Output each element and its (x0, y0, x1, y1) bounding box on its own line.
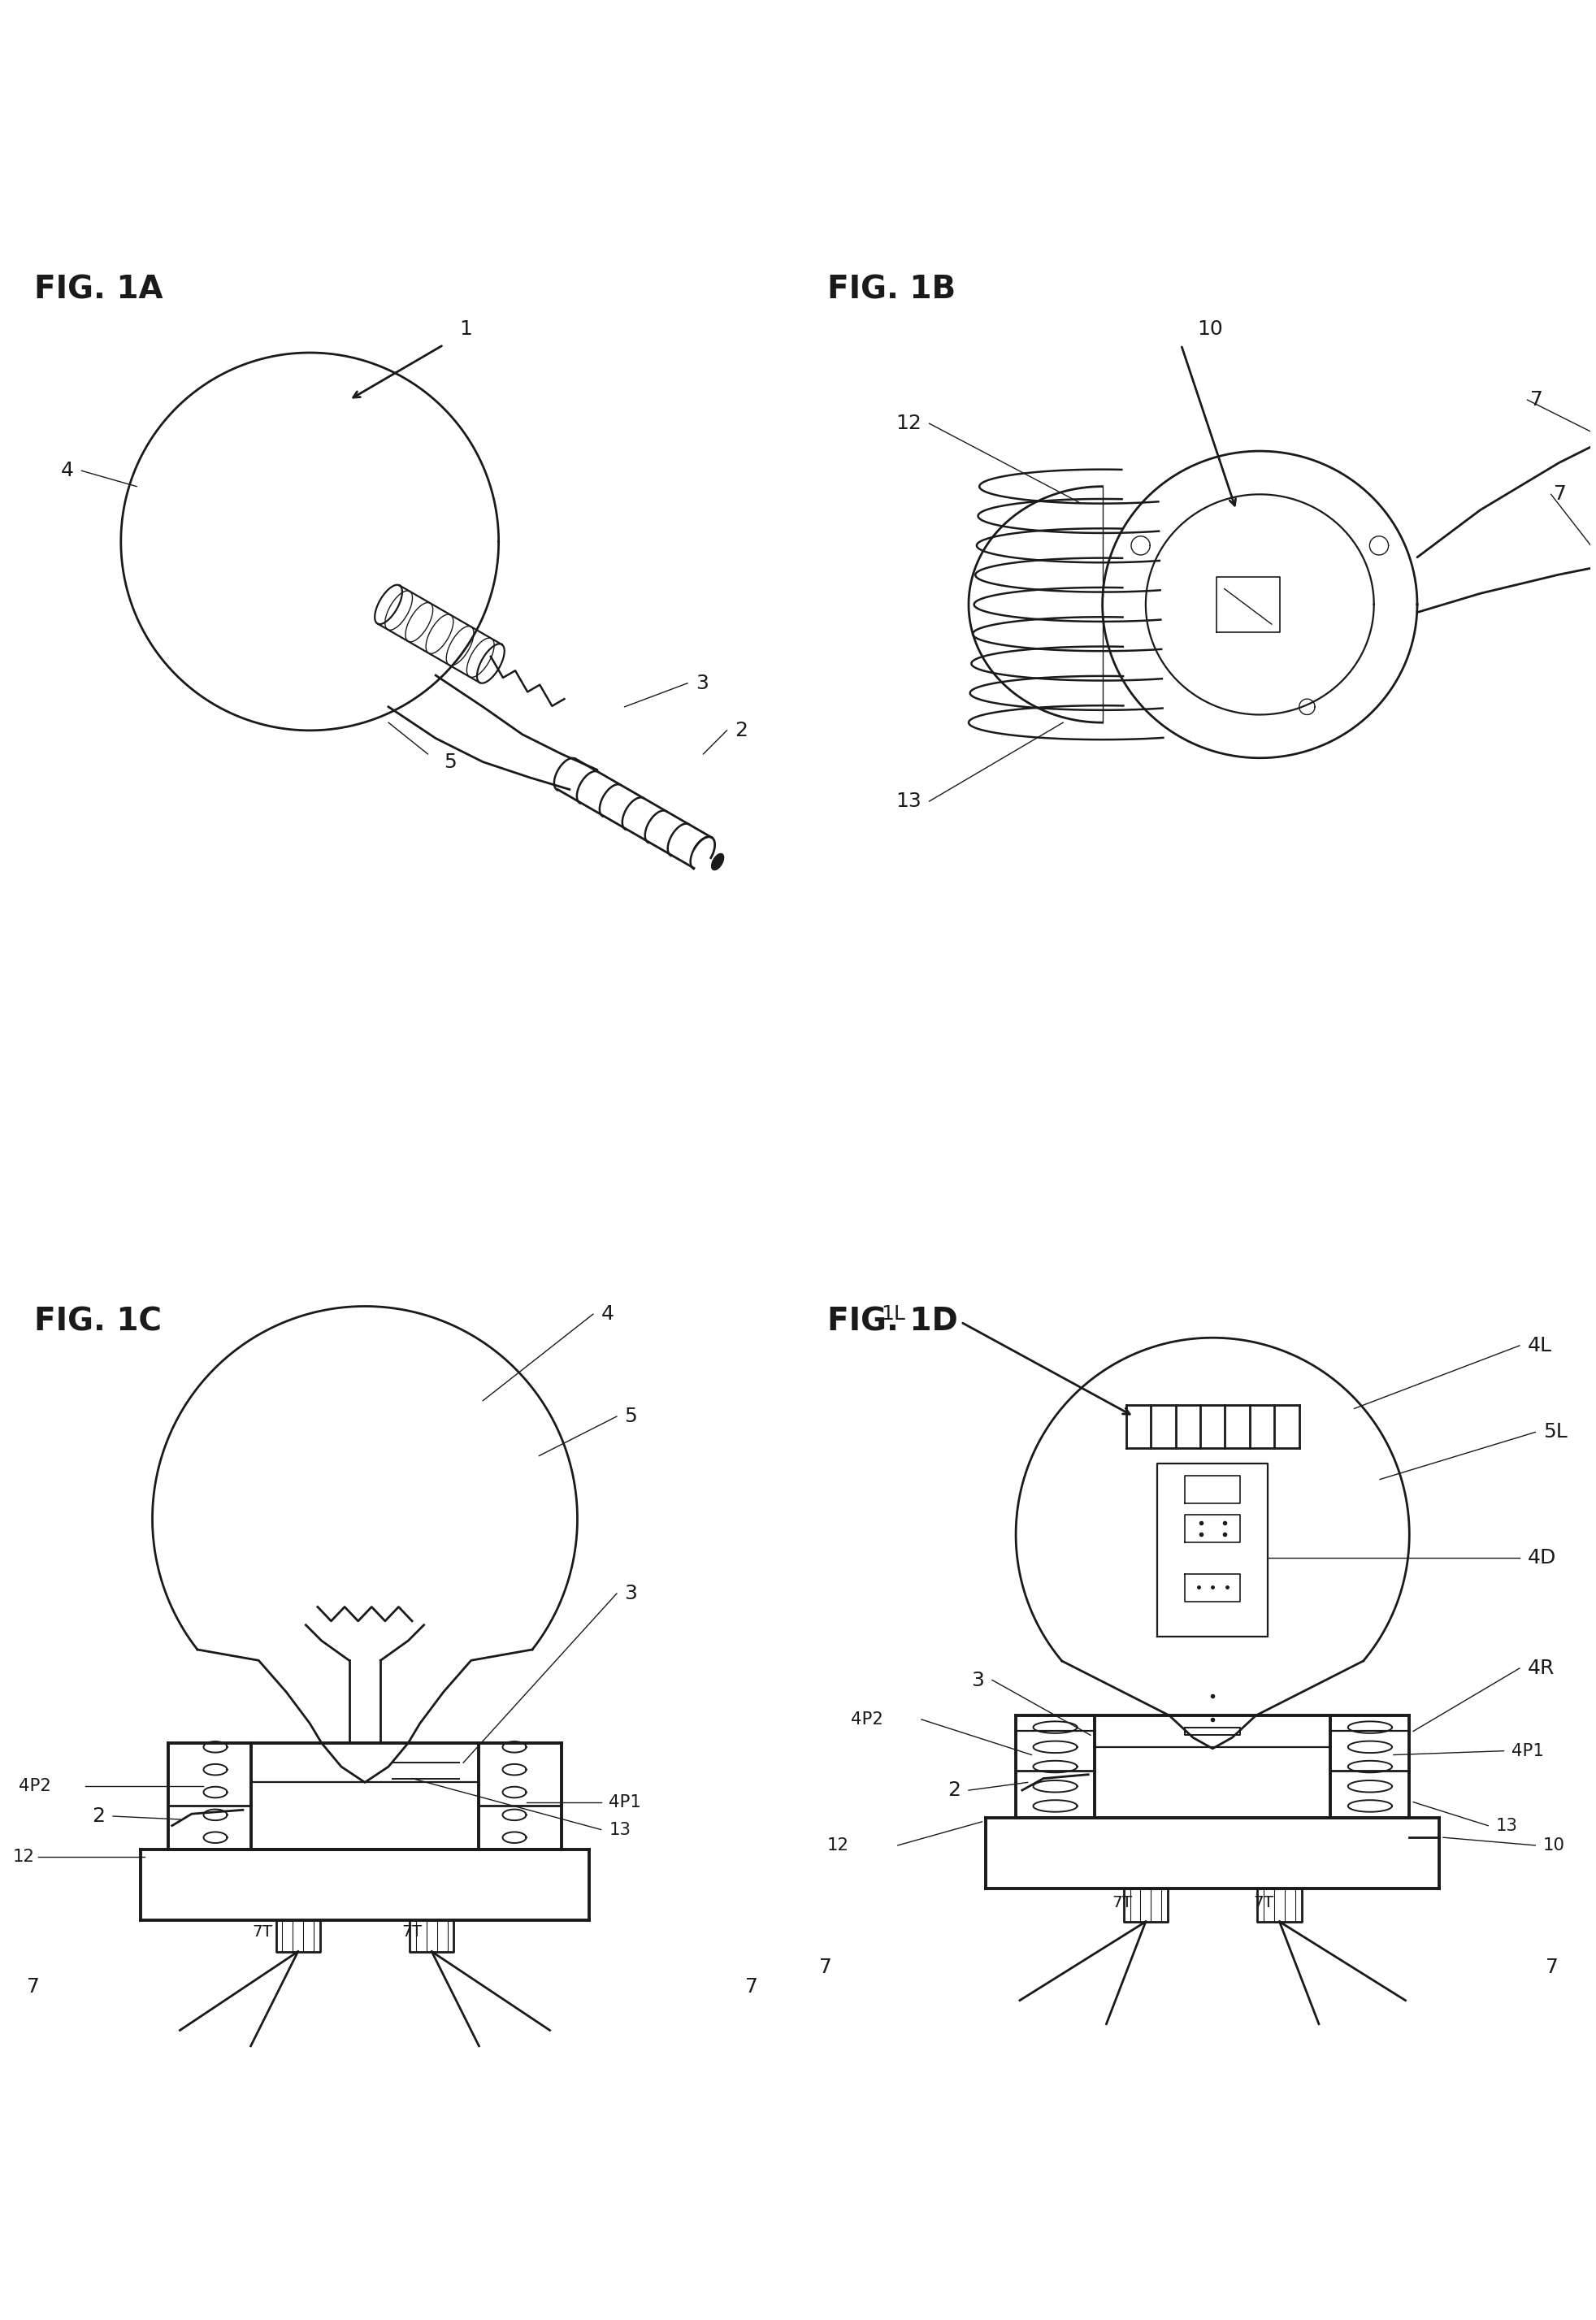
Text: 1L: 1L (881, 1304, 905, 1325)
Text: 13: 13 (608, 1821, 630, 1837)
Text: 5: 5 (444, 752, 456, 773)
Text: 2: 2 (734, 722, 749, 740)
Text: 7T: 7T (252, 1923, 273, 1940)
Text: 13: 13 (1495, 1817, 1518, 1833)
Text: 12: 12 (13, 1849, 35, 1865)
Text: 7: 7 (1555, 485, 1567, 503)
Text: FIG. 1B: FIG. 1B (827, 274, 956, 304)
Text: 12: 12 (895, 413, 921, 434)
Text: 10: 10 (1197, 320, 1223, 339)
Text: FIG. 1D: FIG. 1D (827, 1306, 958, 1336)
Text: 7: 7 (1547, 1958, 1559, 1977)
Text: 4P1: 4P1 (608, 1793, 642, 1810)
Text: 4P2: 4P2 (19, 1777, 51, 1793)
Text: 5L: 5L (1543, 1422, 1567, 1443)
Text: 3: 3 (696, 673, 709, 694)
Text: 10: 10 (1543, 1837, 1566, 1854)
Text: 7: 7 (745, 1977, 758, 1998)
Text: 7: 7 (819, 1958, 832, 1977)
Text: 4P2: 4P2 (851, 1712, 883, 1728)
Text: 4P1: 4P1 (1511, 1742, 1543, 1759)
Text: 13: 13 (895, 791, 921, 812)
Text: 7: 7 (27, 1977, 40, 1998)
Text: 4R: 4R (1527, 1659, 1555, 1677)
Text: FIG. 1A: FIG. 1A (35, 274, 163, 304)
Text: 5: 5 (624, 1406, 637, 1427)
Text: 7T: 7T (1253, 1895, 1274, 1909)
Text: 4: 4 (602, 1304, 614, 1325)
Text: 4: 4 (61, 462, 73, 480)
Text: 7T: 7T (1112, 1895, 1132, 1909)
Text: 7T: 7T (402, 1923, 423, 1940)
Text: 2: 2 (948, 1779, 961, 1800)
Text: 1: 1 (460, 320, 472, 339)
Text: 7: 7 (1531, 390, 1543, 411)
Polygon shape (712, 854, 723, 870)
Text: 12: 12 (827, 1837, 849, 1854)
Text: 4L: 4L (1527, 1336, 1551, 1355)
Text: 2: 2 (93, 1807, 105, 1826)
Text: 3: 3 (972, 1670, 985, 1689)
Text: 3: 3 (624, 1585, 637, 1603)
Text: 4D: 4D (1527, 1547, 1556, 1568)
Text: FIG. 1C: FIG. 1C (35, 1306, 161, 1336)
